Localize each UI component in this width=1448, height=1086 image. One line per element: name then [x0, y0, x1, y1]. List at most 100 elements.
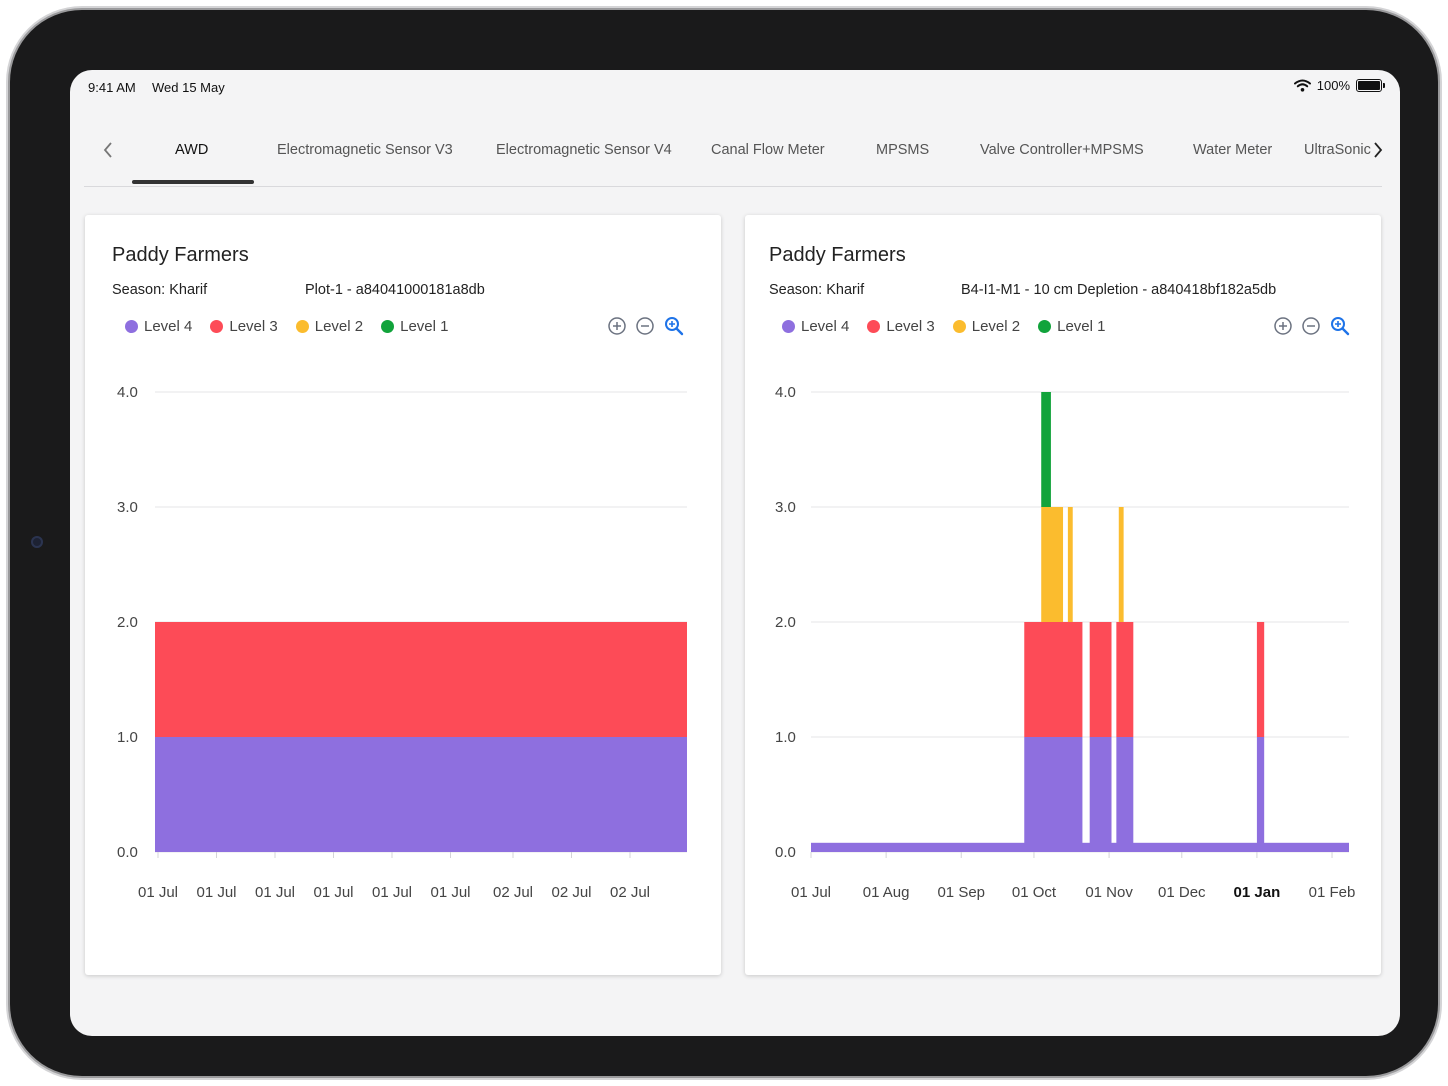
- tab-ultrasonic[interactable]: UltraSonic: [1304, 142, 1371, 158]
- chart-toolbar: [607, 316, 685, 336]
- chart-right: 4.0 3.0 2.0 1.0 0.0 01 Jul 01 Aug 01 Sep 01 Oct 0…: [775, 384, 1356, 901]
- minus-circle-icon[interactable]: [635, 316, 655, 336]
- wifi-icon: [1293, 79, 1311, 92]
- y-tick-label: 2.0: [117, 614, 138, 631]
- card-title: Paddy Farmers: [769, 244, 906, 266]
- y-tick-label: 2.0: [775, 614, 796, 631]
- area-segment-level-1: [1041, 392, 1051, 507]
- y-tick-label: 4.0: [117, 384, 138, 401]
- card-title: Paddy Farmers: [112, 244, 249, 266]
- legend-item-level-1[interactable]: Level 1: [1038, 318, 1106, 335]
- chevron-right-icon[interactable]: [1366, 138, 1390, 162]
- x-tick-label: 01 Jul: [255, 884, 295, 901]
- legend-dot: [782, 320, 795, 333]
- x-tick-label: 01 Jan: [1234, 884, 1281, 901]
- legend-label: Level 1: [1057, 318, 1106, 335]
- x-tick-label: 01 Nov: [1085, 884, 1133, 901]
- x-tick-label: 01 Dec: [1158, 884, 1206, 901]
- tab-canal-flow-meter[interactable]: Canal Flow Meter: [711, 142, 825, 158]
- x-tick-label: 01 Oct: [1012, 884, 1057, 901]
- legend-item-level-4[interactable]: Level 4: [782, 318, 849, 335]
- y-tick-label: 0.0: [775, 844, 796, 861]
- area-segment-level-4: [1089, 737, 1112, 852]
- x-tick-label: 02 Jul: [493, 884, 533, 901]
- season-label: Season: Kharif: [112, 282, 208, 298]
- chart-toolbar: [1273, 316, 1351, 336]
- plus-circle-icon[interactable]: [607, 316, 627, 336]
- legend-dot: [952, 320, 966, 333]
- area-segment-level-4: [1256, 737, 1265, 852]
- x-tick-label: 01 Jul: [196, 884, 236, 901]
- area-segment-level-3: [1116, 622, 1134, 737]
- x-tick-label: 01 Sep: [937, 884, 985, 901]
- battery-percentage: 100%: [1316, 78, 1350, 93]
- y-tick-label: 0.0: [117, 844, 138, 861]
- minus-circle-icon[interactable]: [1301, 316, 1321, 336]
- x-tick-label: 01 Jul: [372, 884, 412, 901]
- season-label: Season: Kharif: [769, 282, 865, 298]
- legend-dot: [125, 320, 138, 333]
- active-tab-indicator: [132, 180, 254, 184]
- area-segment-level-4: [1024, 737, 1083, 852]
- legend-label: Level 3: [229, 318, 278, 335]
- legend-label: Level 4: [144, 318, 193, 335]
- chart-card-b4-i1-m1: Paddy Farmers Season: Kharif B4-I1-M1 - …: [745, 215, 1381, 975]
- plus-circle-icon[interactable]: [1273, 316, 1293, 336]
- legend-dot: [295, 320, 309, 333]
- legend-dot: [210, 320, 224, 333]
- x-tick-label: 01 Jul: [430, 884, 470, 901]
- legend-label: Level 2: [971, 318, 1021, 335]
- chart-left: 4.0 3.0 2.0 1.0 0.0 01 Jul 01 Jul 01 Jul 01 Jul 0…: [117, 384, 687, 901]
- area-segment-level-4: [155, 737, 687, 852]
- legend-label: Level 2: [314, 318, 364, 335]
- status-bar: 9:41 AM Wed 15 May 100%: [70, 70, 1400, 104]
- x-tick-label: 01 Aug: [863, 884, 910, 901]
- area-segment-level-2: [1041, 507, 1064, 622]
- legend-item-level-2[interactable]: Level 2: [295, 318, 364, 335]
- legend-dot: [867, 320, 881, 333]
- tab-electromagnetic-sensor-v3[interactable]: Electromagnetic Sensor V3: [277, 142, 453, 158]
- battery-icon: [1356, 79, 1385, 92]
- y-tick-label: 3.0: [117, 499, 138, 516]
- legend-label: Level 3: [886, 318, 935, 335]
- chart-legend: Level 4 Level 3 Level 2 Level 1: [782, 318, 1106, 335]
- tab-mpsms[interactable]: MPSMS: [876, 142, 930, 158]
- front-camera: [31, 536, 43, 548]
- x-tick-label: 02 Jul: [610, 884, 650, 901]
- area-segment-level-2: [1067, 507, 1073, 622]
- tab-valve-controller-mpsms[interactable]: Valve Controller+MPSMS: [980, 142, 1144, 158]
- app-screen: 9:41 AM Wed 15 May 100% AWD Electromagne…: [70, 70, 1400, 1036]
- y-tick-label: 3.0: [775, 499, 796, 516]
- magnifier-icon[interactable]: [1329, 316, 1351, 336]
- area-segment-level-3: [1089, 622, 1112, 737]
- legend-item-level-3[interactable]: Level 3: [867, 318, 935, 335]
- y-tick-label: 4.0: [775, 384, 796, 401]
- legend-item-level-2[interactable]: Level 2: [952, 318, 1021, 335]
- legend-label: Level 4: [801, 318, 850, 335]
- legend-dot: [381, 320, 395, 333]
- chevron-left-icon[interactable]: [96, 138, 120, 162]
- tab-electromagnetic-sensor-v4[interactable]: Electromagnetic Sensor V4: [496, 142, 672, 158]
- chart-card-plot-1: Paddy Farmers Season: Kharif Plot-1 - a8…: [85, 215, 721, 975]
- tab-awd[interactable]: AWD: [175, 142, 209, 158]
- device-tab-bar: AWD Electromagnetic Sensor V3 Electromag…: [84, 128, 1383, 187]
- area-segment-level-3: [1256, 622, 1265, 737]
- status-right: 100%: [1293, 78, 1385, 93]
- magnifier-icon[interactable]: [663, 316, 685, 336]
- area-segment-level-3: [155, 622, 687, 737]
- y-tick-label: 1.0: [775, 729, 796, 746]
- y-tick-label: 1.0: [117, 729, 138, 746]
- device-label: B4-I1-M1 - 10 cm Depletion - a840418bf18…: [961, 282, 1277, 298]
- area-segment-level-3: [1024, 622, 1083, 737]
- chart-legend: Level 4 Level 3 Level 2 Level 1: [125, 318, 449, 335]
- x-tick-label: 01 Jul: [313, 884, 353, 901]
- legend-item-level-3[interactable]: Level 3: [210, 318, 278, 335]
- tablet-frame: 9:41 AM Wed 15 May 100% AWD Electromagne…: [10, 10, 1438, 1076]
- tab-water-meter[interactable]: Water Meter: [1193, 142, 1273, 158]
- legend-item-level-4[interactable]: Level 4: [125, 318, 192, 335]
- area-segment-level-2: [1118, 507, 1124, 622]
- legend-item-level-1[interactable]: Level 1: [381, 318, 449, 335]
- x-tick-label: 02 Jul: [551, 884, 591, 901]
- legend-dot: [1038, 320, 1052, 333]
- x-tick-label: 01 Feb: [1309, 884, 1356, 901]
